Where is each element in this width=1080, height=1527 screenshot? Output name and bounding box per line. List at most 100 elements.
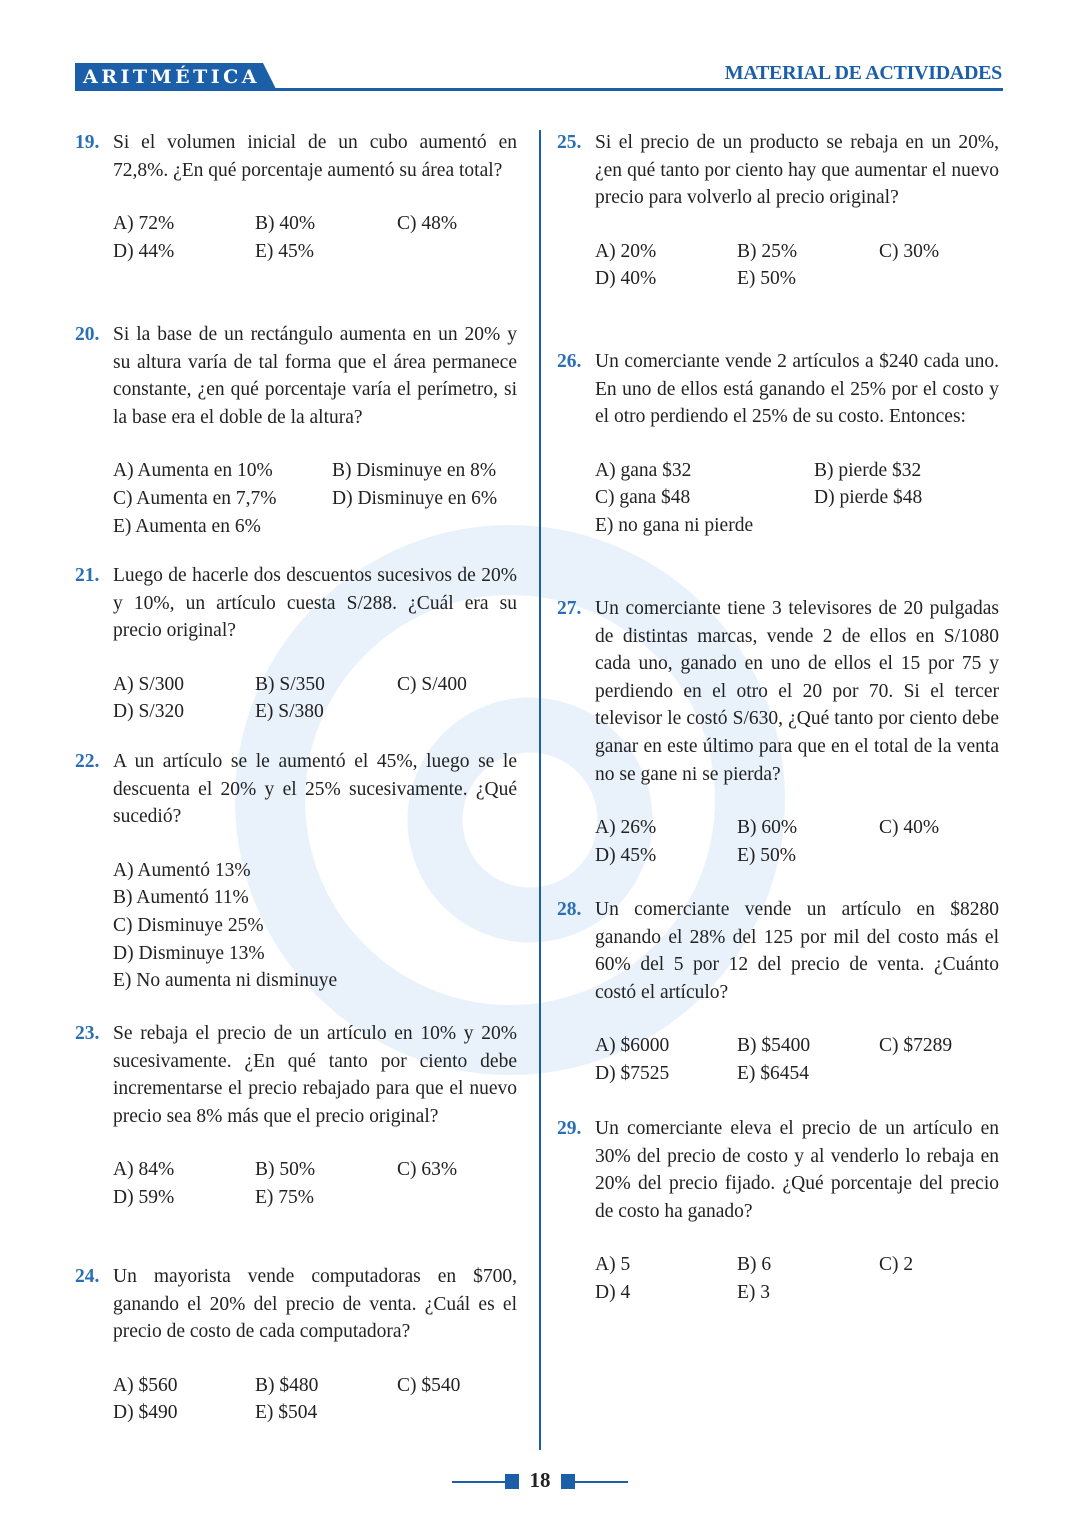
answer-option: C) 63% (397, 1159, 458, 1181)
answer-option: D) 44% (113, 240, 175, 262)
answer-option: D) 45% (595, 844, 657, 866)
answer-option: A) $6000 (595, 1035, 670, 1057)
answer-option: C) gana $48 (595, 487, 691, 509)
question: 19. Si el volumen inicial de un cubo aume… (75, 129, 517, 265)
answer-options: A) 72% B) 40% C) 48% D) 44% E) 45% (113, 210, 517, 265)
answer-option: C) 40% (879, 817, 940, 839)
answer-option: D) 40% (595, 268, 657, 290)
question-number: 25. (557, 132, 582, 153)
answer-option: B) $5400 (737, 1035, 811, 1057)
answer-option: C) 2 (879, 1254, 914, 1276)
question-number: 23. (75, 1023, 100, 1044)
answer-option: D) Disminuye en 6% (332, 487, 498, 509)
answer-option: C) $7289 (879, 1035, 953, 1057)
question-number: 26. (557, 351, 582, 372)
question: 26. Un comerciante vende 2 artículos a $2… (557, 348, 999, 540)
question: 29. Un comerciante eleva el precio de un … (557, 1115, 999, 1307)
answer-option: E) 45% (255, 240, 315, 262)
answer-option: D) pierde $48 (814, 487, 923, 509)
question-text: Luego de hacerle dos descuentos sucesivo… (113, 565, 517, 642)
answer-options: A) $560 B) $480 C) $540 D) $490 E) $504 (113, 1372, 517, 1427)
answer-option: D) 4 (595, 1281, 631, 1303)
answer-option: E) No aumenta ni disminuye (113, 970, 338, 992)
question-number: 22. (75, 751, 100, 772)
question: 25. Si el precio de un producto se rebaja… (557, 129, 999, 293)
answer-option: C) 48% (397, 213, 458, 235)
answer-options: A) Aumentó 13% B) Aumentó 11% C) Disminuye… (113, 857, 517, 995)
watermark-logo-icon (235, 525, 785, 1075)
question-text: Un mayorista vende computadoras en $700,… (113, 1266, 517, 1343)
answer-option: D) $7525 (595, 1062, 670, 1084)
header-tab (75, 63, 277, 91)
answer-option: B) 60% (737, 817, 798, 839)
answer-option: A) 26% (595, 817, 657, 839)
answer-option: A) gana $32 (595, 459, 692, 481)
answer-option: B) Disminuye en 8% (332, 460, 497, 482)
question-text: Un comerciante vende un artículo en $828… (595, 899, 999, 1003)
answer-option: E) $6454 (737, 1062, 810, 1084)
question-number: 20. (75, 324, 100, 345)
answer-option: E) Aumenta en 6% (113, 515, 261, 537)
footer-square-left (505, 1474, 519, 1489)
question-number: 24. (75, 1266, 100, 1287)
question: 22. A un artículo se le aumentó el 45%, l… (75, 748, 517, 995)
answer-option: C) Aumenta en 7,7% (113, 487, 277, 509)
page-number: 18 (529, 1468, 551, 1492)
answer-option: D) 59% (113, 1186, 175, 1208)
answer-option: B) S/350 (255, 673, 325, 695)
question-number: 27. (557, 598, 582, 619)
answer-option: C) S/400 (397, 673, 467, 695)
answer-option: A) $560 (113, 1374, 178, 1396)
question-text: Si el volumen inicial de un cubo aumentó… (113, 132, 517, 181)
answer-options: A) 26% B) 60% C) 40% D) 45% E) 50% (595, 814, 999, 869)
answer-option: A) 5 (595, 1254, 631, 1276)
footer-rule-right (575, 1481, 628, 1483)
question-number: 19. (75, 132, 100, 153)
answer-option: E) 50% (737, 844, 797, 866)
answer-options: A) $6000 B) $5400 C) $7289 D) $7525 E) $6454 (595, 1032, 999, 1087)
question: 20. Si la base de un rectángulo aumenta e… (75, 321, 517, 540)
answer-options: A) gana $32 B) pierde $32 C) gana $48 D) pi… (595, 457, 999, 540)
footer-rule-left (452, 1481, 507, 1483)
header-section: MATERIAL DE ACTIVIDADES (724, 62, 1003, 84)
question: 21. Luego de hacerle dos descuentos suces… (75, 562, 517, 726)
answer-options: A) 84% B) 50% C) 63% D) 59% E) 75% (113, 1156, 517, 1211)
answer-option: E) 3 (737, 1281, 771, 1303)
answer-option: B) 25% (737, 240, 798, 262)
header-subject: ARITMÉTICA (83, 66, 260, 88)
answer-option: E) 50% (737, 268, 797, 290)
answer-option: B) Aumentó 11% (113, 887, 249, 909)
question-number: 28. (557, 899, 582, 920)
question: 27. Un comerciante tiene 3 televisores de… (557, 595, 999, 869)
answer-option: A) 20% (595, 240, 657, 262)
answer-options: A) 20% B) 25% C) 30% D) 40% E) 50% (595, 238, 999, 293)
footer-square-right (561, 1474, 575, 1489)
answer-option: E) 75% (255, 1186, 315, 1208)
header-rule (75, 88, 1003, 91)
answer-option: D) $490 (113, 1402, 178, 1424)
answer-option: B) pierde $32 (814, 459, 922, 481)
answer-option: B) 6 (737, 1254, 772, 1276)
question: 23. Se rebaja el precio de un artículo en… (75, 1020, 517, 1212)
answer-option: E) $504 (255, 1402, 318, 1424)
column-divider (539, 130, 541, 1450)
answer-option: B) 40% (255, 213, 316, 235)
answer-option: A) 72% (113, 213, 175, 235)
answer-option: D) Disminuye 13% (113, 942, 265, 964)
answer-option: A) S/300 (113, 673, 184, 695)
question-text: Un comerciante vende 2 artículos a $240 … (595, 351, 999, 428)
question-text: Un comerciante eleva el precio de un art… (595, 1118, 999, 1222)
answer-options: A) Aumenta en 10% B) Disminuye en 8% C) Au… (113, 457, 517, 540)
answer-option: B) $480 (255, 1374, 319, 1396)
answer-option: E) no gana ni pierde (595, 514, 754, 536)
answer-option: E) S/380 (255, 701, 324, 723)
question-text: Si la base de un rectángulo aumenta en u… (113, 324, 517, 428)
question-number: 29. (557, 1118, 582, 1139)
answer-options: A) 5 B) 6 C) 2 D) 4 E) 3 (595, 1251, 999, 1306)
question-text: A un artículo se le aumentó el 45%, lueg… (113, 751, 517, 828)
question: 28. Un comerciante vende un artículo en $… (557, 896, 999, 1088)
answer-option: A) Aumentó 13% (113, 859, 251, 881)
answer-option: C) Disminuye 25% (113, 914, 264, 936)
answer-option: A) 84% (113, 1159, 175, 1181)
answer-option: C) $540 (397, 1374, 461, 1396)
